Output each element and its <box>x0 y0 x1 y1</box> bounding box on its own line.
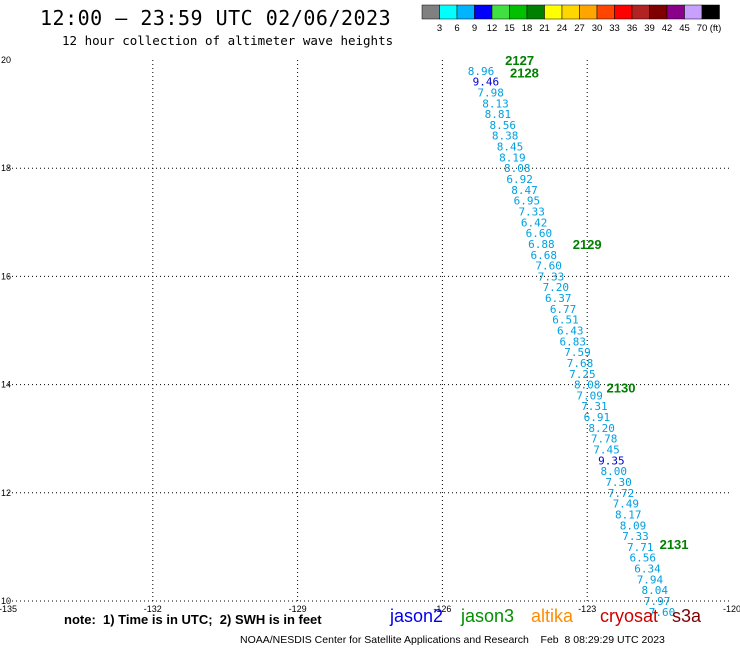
swh-data-label: 7.68 <box>567 357 594 370</box>
swh-data-label: 7.49 <box>613 498 640 511</box>
swh-data-label: 7.33 <box>518 205 545 218</box>
x-tick-label: -123 <box>578 604 596 614</box>
swh-data-label: 7.78 <box>591 433 618 446</box>
pass-time-label: 2131 <box>660 537 689 552</box>
swh-data-label: 8.08 <box>574 379 601 392</box>
color-scale-tick-label: 24 <box>557 23 568 34</box>
swh-data-label: 8.08 <box>504 162 531 175</box>
swh-data-label: 6.88 <box>528 238 555 251</box>
swh-data-label: 7.72 <box>608 487 635 500</box>
swh-data-label: 7.33 <box>538 270 565 283</box>
swh-data-label: 7.94 <box>637 573 664 586</box>
swh-data-label: 7.30 <box>605 476 632 489</box>
swh-data-label: 7.60 <box>535 260 562 273</box>
swh-data-label: 7.33 <box>622 530 649 543</box>
pass-time-label: 2129 <box>573 237 602 252</box>
swh-data-label: 8.19 <box>499 151 526 164</box>
swh-data-label: 7.31 <box>581 400 608 413</box>
y-tick-label: 20 <box>1 55 11 65</box>
swh-data-label: 8.20 <box>588 422 615 435</box>
swh-data-label: 6.56 <box>629 552 656 565</box>
swh-data-label: 7.25 <box>569 368 596 381</box>
satellite-legend-jason3: jason3 <box>461 606 515 626</box>
swh-data-label: 7.59 <box>564 346 591 359</box>
pass-time-label: 2130 <box>607 380 636 395</box>
swh-data-label: 6.95 <box>514 195 541 208</box>
color-scale-tick-label: 36 <box>627 23 638 34</box>
swh-data-label: 9.46 <box>473 76 500 89</box>
swh-data-label: 8.96 <box>468 65 495 78</box>
swh-data-label: 6.43 <box>557 325 584 338</box>
color-scale-tick-label: 21 <box>539 23 550 34</box>
swh-data-label: 7.97 <box>644 595 671 608</box>
color-scale-legend: 3 6 9 12 15 18 21 24 27 30 33 36 39 42 45 70 (ft) <box>421 4 722 34</box>
swh-data-label: 6.51 <box>552 314 579 327</box>
credit-line: NOAA/NESDIS Center for Satellite Applica… <box>240 634 665 646</box>
color-scale-tick-label: 42 <box>662 23 673 34</box>
swh-data-label: 7.09 <box>576 389 603 402</box>
swh-data-label: 8.47 <box>511 184 538 197</box>
swh-data-label: 6.37 <box>545 292 572 305</box>
swh-data-label: 8.56 <box>489 119 516 132</box>
swh-data-label: 7.71 <box>627 541 654 554</box>
y-tick-label: 10 <box>1 596 11 606</box>
color-scale-tick-label: 9 <box>472 23 477 34</box>
swh-data-label: 8.45 <box>497 141 524 154</box>
color-scale-tick-label: 27 <box>574 23 585 34</box>
swh-data-label: 6.42 <box>521 216 548 229</box>
color-scale-tick-label: 18 <box>522 23 533 34</box>
swh-data-label: 6.60 <box>526 227 553 240</box>
x-tick-label: -126 <box>433 604 451 614</box>
y-tick-label: 18 <box>1 163 11 173</box>
pass-time-label: 2128 <box>510 65 539 80</box>
color-scale-tick-label: 15 <box>504 23 515 34</box>
swh-data-label: 8.38 <box>492 130 519 143</box>
y-tick-label: 14 <box>1 380 11 390</box>
color-scale-tick-label: 6 <box>454 23 459 34</box>
swh-data-label: 8.17 <box>615 508 642 521</box>
chart-title: 12:00 – 23:59 UTC 02/06/2023 <box>40 6 392 30</box>
swh-data-label: 8.13 <box>482 97 509 110</box>
swh-data-label: 7.60 <box>649 606 676 619</box>
swh-data-label: 6.92 <box>506 173 533 186</box>
chart-subtitle: 12 hour collection of altimeter wave hei… <box>62 33 394 48</box>
satellite-legend-s3a: s3a <box>672 606 702 626</box>
color-scale-tick-label: 39 <box>644 23 655 34</box>
y-tick-label: 12 <box>1 488 11 498</box>
swh-data-label: 7.20 <box>543 281 570 294</box>
swh-data-label: 9.35 <box>598 454 625 467</box>
y-tick-label: 16 <box>1 271 11 281</box>
color-scale-tick-label: 45 <box>679 23 690 34</box>
satellite-legend-altika: altika <box>531 606 574 626</box>
swh-data-label: 6.34 <box>634 563 661 576</box>
x-tick-label: -129 <box>289 604 307 614</box>
swh-data-label: 6.77 <box>550 303 577 316</box>
color-scale-tick-label: 70 <box>697 23 708 34</box>
swh-data-label: 7.45 <box>593 444 620 457</box>
color-scale-swatch <box>701 4 720 20</box>
footer-note: note: 1) Time is in UTC; 2) SWH is in fe… <box>64 612 322 627</box>
satellite-legend-cryosat: cryosat <box>600 606 659 626</box>
swh-data-label: 8.81 <box>485 108 512 121</box>
swh-data-label: 8.09 <box>620 519 647 532</box>
color-scale-tick-label: 30 <box>592 23 603 34</box>
swh-data-label: 8.04 <box>642 584 669 597</box>
swh-data-label: 6.68 <box>531 249 558 262</box>
satellite-legend-jason2: jason2 <box>390 606 444 626</box>
color-scale-tick-label: 12 <box>487 23 498 34</box>
color-scale-tick-label: 3 <box>437 23 442 34</box>
x-tick-label: -120 <box>723 604 740 614</box>
swh-data-label: 6.91 <box>584 411 611 424</box>
x-tick-label: -135 <box>0 604 17 614</box>
color-scale-tick-label: 33 <box>609 23 620 34</box>
swh-data-label: 6.83 <box>559 335 586 348</box>
color-scale-unit: (ft) <box>710 23 722 34</box>
swh-data-label: 7.98 <box>477 86 504 99</box>
pass-time-label: 2127 <box>505 53 534 68</box>
swh-data-label: 8.00 <box>600 465 627 478</box>
x-tick-label: -132 <box>144 604 162 614</box>
